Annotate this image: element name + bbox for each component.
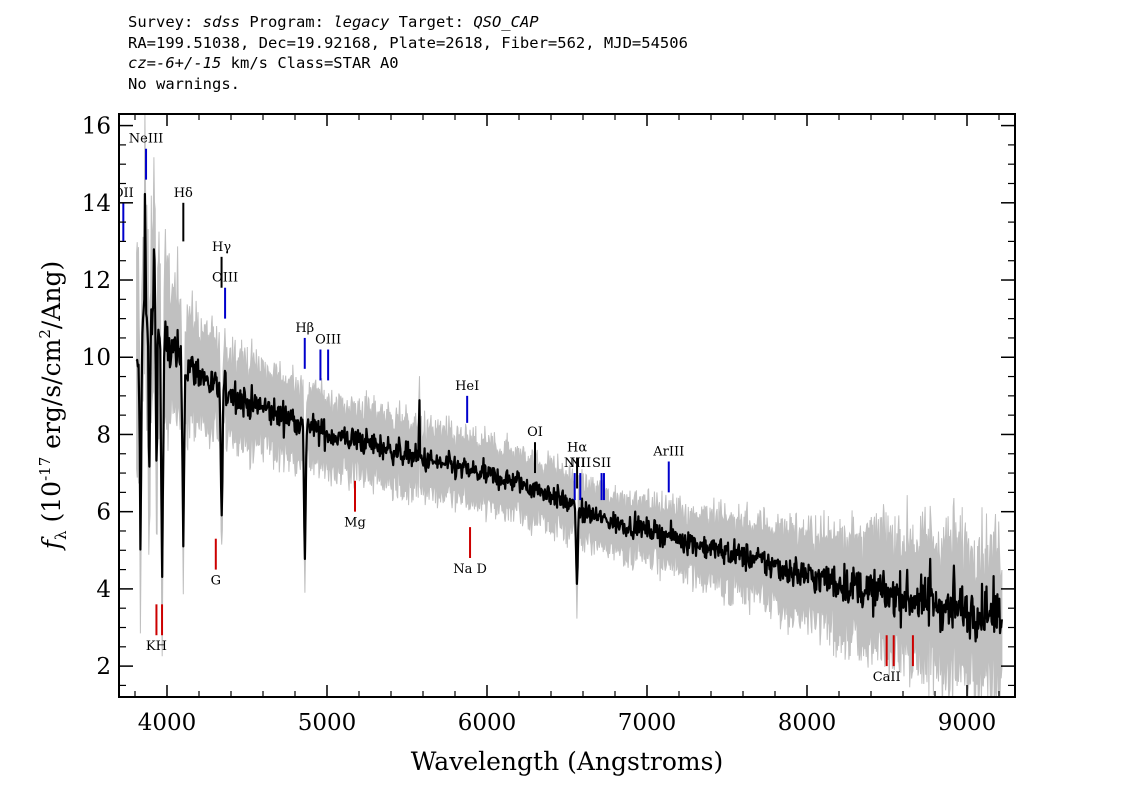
error-band <box>136 114 1003 697</box>
flux-series <box>135 192 1003 643</box>
emission-line-label-10: NII <box>564 456 586 471</box>
header-line-1: Survey: sdss Program: legacy Target: QSO… <box>128 12 688 33</box>
absorption-line-label-5: CaII <box>873 670 901 685</box>
emission-line-label-15: ArIII <box>652 444 684 459</box>
emission-line-label-9: OI <box>527 425 543 440</box>
emission-line-label-3: Hγ <box>212 240 231 255</box>
y-title-exp2: 2 <box>36 329 54 339</box>
error-band-area <box>136 114 1003 697</box>
class-text: km/s Class=STAR A0 <box>221 54 399 72</box>
absorption-line-label-0: KH <box>146 639 167 654</box>
emission-line-label-1: NeIII <box>129 132 163 147</box>
x-tick-label: 5000 <box>298 710 357 736</box>
emission-line-label-4: OIII <box>212 271 238 286</box>
y-title-f: f <box>37 536 66 551</box>
x-tick-label: 8000 <box>778 710 837 736</box>
absorption-line-label-4: Na D <box>453 562 487 577</box>
y-tick-label: 4 <box>96 577 111 603</box>
cz-value: cz=-6+/-15 <box>128 54 222 72</box>
emission-line-label-13: SII <box>592 456 611 471</box>
survey-value: sdss <box>202 13 240 31</box>
emission-line-label-5: Hβ <box>295 321 314 336</box>
header-line-4: No warnings. <box>128 74 240 93</box>
y-title-sub: λ <box>52 530 70 540</box>
y-title-exp: -17 <box>36 457 54 481</box>
spectrum-header: Survey: sdss Program: legacy Target: QSO… <box>128 12 688 94</box>
emission-line-label-8: HeI <box>455 379 479 394</box>
y-tick-label: 6 <box>96 500 111 526</box>
header-line-3: cz=-6+/-15 km/s Class=STAR A0 <box>128 53 688 74</box>
x-tick-label: 7000 <box>618 710 677 736</box>
y-tick-label: 12 <box>82 268 111 294</box>
emission-line-label-12: NII <box>569 456 591 471</box>
y-tick-label: 2 <box>96 654 111 680</box>
flux-line <box>135 192 1003 643</box>
plot-frame <box>118 113 1016 698</box>
header-line-2: RA=199.51038, Dec=19.92168, Plate=2618, … <box>128 33 688 52</box>
y-title-end: /Ang) <box>37 261 66 329</box>
emission-line-label-0: OII <box>113 186 134 201</box>
x-axis-title: Wavelength (Angstroms) <box>411 747 723 776</box>
target-label: Target: <box>389 13 474 31</box>
x-tick-label: 4000 <box>138 710 197 736</box>
emission-line-label-7: OIII <box>315 333 341 348</box>
y-title-mid: (10 <box>37 481 66 531</box>
y-tick-label: 10 <box>82 345 111 371</box>
survey-label: Survey: <box>128 13 203 31</box>
program-label: Program: <box>239 13 334 31</box>
y-tick-label: 16 <box>82 114 111 140</box>
x-tick-label: 6000 <box>458 710 517 736</box>
y-tick-label: 14 <box>82 191 111 217</box>
program-value: legacy <box>333 13 390 31</box>
emission-line-label-2: Hδ <box>174 186 193 201</box>
axis-ticks: 4000 5000 6000 7000 8000 9000 2 4 6 8 10 12 14 16 <box>82 114 1015 736</box>
target-value: QSO_CAP <box>473 13 539 31</box>
absorption-line-label-2: G <box>211 574 221 589</box>
emission-line-label-11: Hα <box>567 441 587 456</box>
absorption-line-label-3: Mg <box>344 516 366 531</box>
y-axis-title: fλ (10-17 erg/s/cm2/Ang) <box>36 261 70 551</box>
y-title-mid2: erg/s/cm <box>37 338 66 456</box>
y-tick-label: 8 <box>96 422 111 448</box>
x-tick-label: 9000 <box>938 710 997 736</box>
